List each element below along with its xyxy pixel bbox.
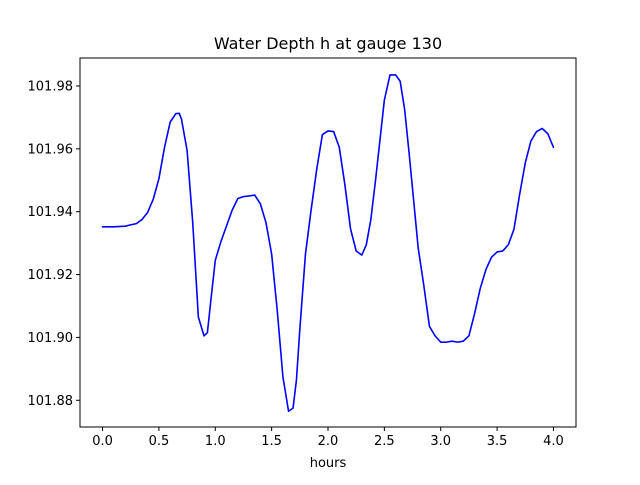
y-tick-label: 101.98 [28, 79, 74, 94]
x-tick-label: 2.5 [374, 434, 395, 449]
x-axis-label: hours [310, 456, 347, 471]
x-tick-label: 0.0 [92, 434, 113, 449]
chart-title: Water Depth h at gauge 130 [214, 34, 442, 53]
y-tick-label: 101.88 [28, 394, 74, 409]
x-tick-label: 1.5 [261, 434, 282, 449]
y-tick-label: 101.94 [28, 205, 74, 220]
plot-frame [79, 57, 577, 428]
x-tick-label: 3.0 [430, 434, 451, 449]
y-tick-label: 101.96 [28, 142, 74, 157]
x-tick-label: 4.0 [543, 434, 564, 449]
axis-ticks: 0.0 0.5 1.0 1.5 2.0 2.5 3.0 3.5 4.0 101.88 101.90 1… [28, 79, 564, 449]
x-tick-label: 3.5 [487, 434, 508, 449]
y-tick-label: 101.90 [28, 331, 74, 346]
plot-area [101, 74, 555, 413]
x-tick-label: 1.0 [205, 434, 226, 449]
y-tick-label: 101.92 [28, 268, 74, 283]
x-tick-label: 2.0 [318, 434, 339, 449]
x-tick-label: 0.5 [149, 434, 170, 449]
series-line-0 [101, 74, 555, 413]
